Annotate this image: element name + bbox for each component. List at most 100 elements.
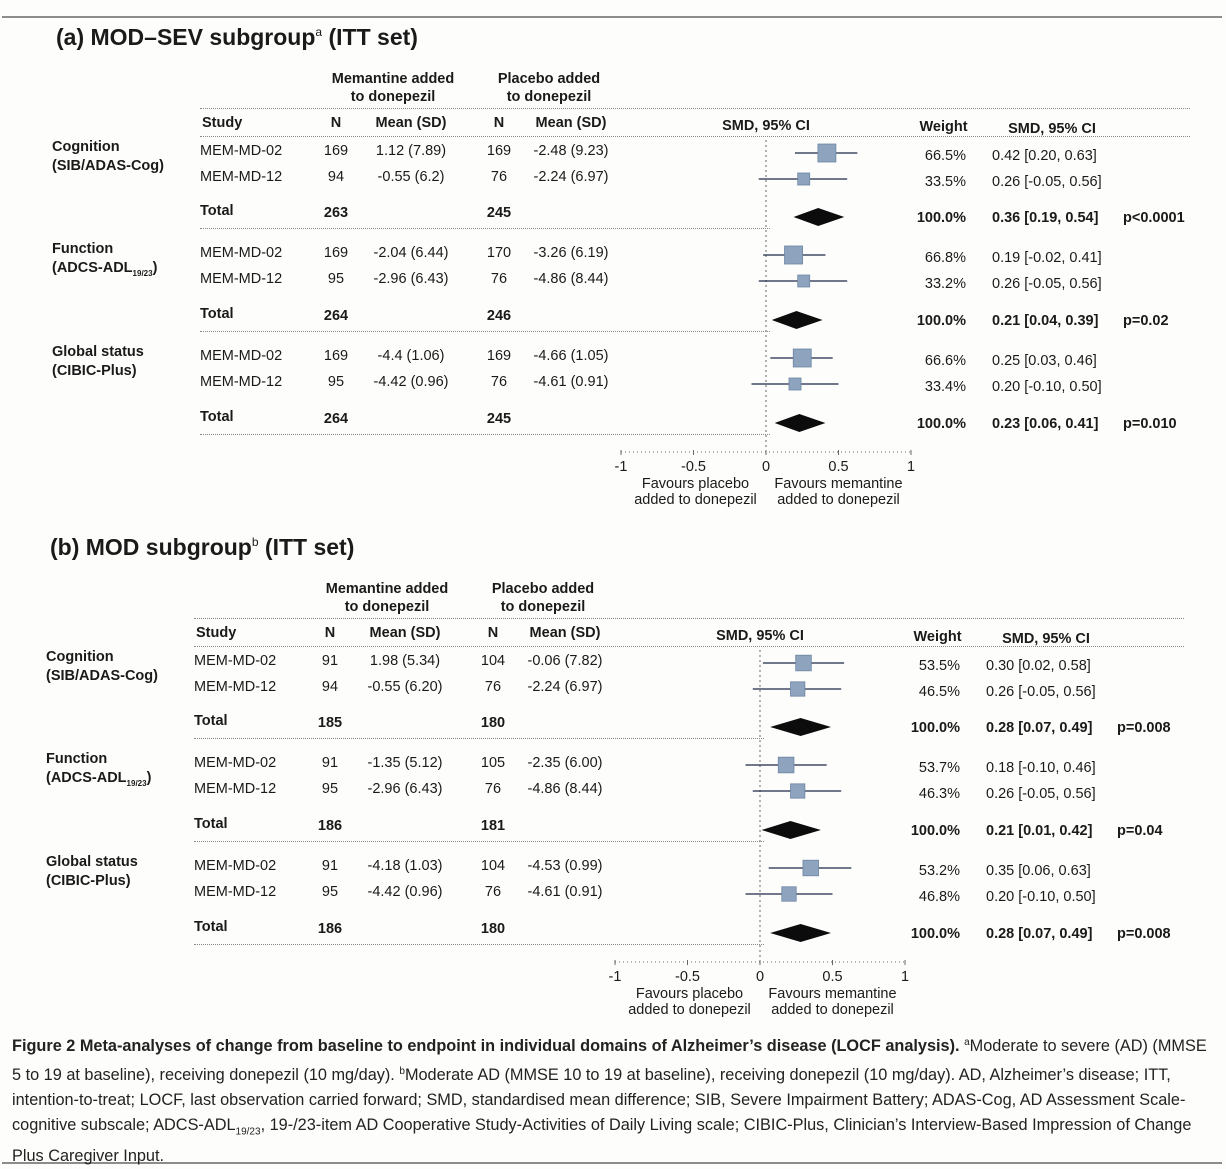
- panel-a: (a) MOD–SEV subgroupa (ITT set) Memantine…: [0, 0, 1226, 508]
- placebo-mean-sd: -4.61 (0.91): [527, 884, 603, 900]
- placebo-mean-sd: -2.35 (6.00): [527, 755, 603, 771]
- study-smd-ci: 0.25 [0.03, 0.46]: [992, 353, 1097, 369]
- placebo-n: 76: [484, 884, 502, 900]
- total-placebo-n: 180: [480, 921, 506, 937]
- memantine-n: 91: [321, 653, 339, 669]
- total-smd-ci: 0.28 [0.07, 0.49]: [986, 926, 1093, 942]
- favours-placebo-line2: added to donepezil: [634, 492, 757, 508]
- domain-label-line1: Global status: [46, 854, 138, 870]
- domain-label-line2: (CIBIC-Plus): [52, 362, 144, 381]
- memantine-mean-sd: -0.55 (6.2): [377, 169, 445, 185]
- study-weight: 46.5%: [918, 684, 960, 700]
- caption-footnote-b: Moderate AD (MMSE 10 to 19 at baseline),…: [12, 1066, 1186, 1134]
- study-smd-ci: 0.30 [0.02, 0.58]: [986, 658, 1091, 674]
- x-tick-label: 0: [761, 459, 771, 475]
- total-placebo-n: 245: [486, 411, 512, 427]
- col-mean2-header: Mean (SD): [535, 115, 607, 131]
- memantine-header-line1: Memantine added: [331, 71, 455, 87]
- total-rule: [194, 944, 764, 945]
- placebo-mean-sd: -2.24 (6.97): [533, 169, 609, 185]
- header-rule-bottom: [194, 646, 1184, 647]
- domain-label-scale: (SIB/ADAS-Cog): [52, 158, 164, 174]
- memantine-mean-sd: -1.35 (5.12): [367, 755, 443, 771]
- total-memantine-n: 264: [323, 308, 349, 324]
- placebo-mean-sd: -3.26 (6.19): [533, 245, 609, 261]
- col-plot-header: SMD, 95% CI: [722, 118, 810, 134]
- study-estimate-square: [790, 681, 806, 697]
- study-weight: 33.2%: [924, 276, 966, 292]
- panel-b: (b) MOD subgroupb (ITT set) Memantine add…: [0, 510, 1226, 1018]
- placebo-header-line1: Placebo added: [491, 581, 595, 597]
- domain-label: Function (ADCS-ADL19/23): [46, 750, 151, 793]
- total-label: Total: [194, 919, 228, 935]
- study-smd-ci: 0.20 [-0.10, 0.50]: [992, 379, 1102, 395]
- total-rule: [200, 434, 770, 435]
- total-smd-ci: 0.21 [0.01, 0.42]: [986, 823, 1093, 839]
- study-weight: 46.8%: [918, 889, 960, 905]
- x-tick-label: -1: [614, 459, 628, 475]
- x-tick-label: 0.5: [828, 459, 849, 475]
- x-tick-label: -1: [608, 969, 622, 985]
- domain-label-line1: Global status: [52, 344, 144, 360]
- total-label: Total: [194, 816, 228, 832]
- forest-plot: [614, 650, 906, 965]
- placebo-n: 104: [480, 858, 506, 874]
- domain-label-line2: (ADCS-ADL19/23): [46, 770, 152, 788]
- caption-footnote-b-cont: , 19-/23-item AD Cooperative Study-Activ…: [12, 1116, 1192, 1166]
- total-label: Total: [200, 409, 234, 425]
- x-tick-label: 0.5: [822, 969, 843, 985]
- panel-title-suffix: (ITT set): [258, 534, 355, 560]
- x-tick-label: -0.5: [681, 459, 706, 475]
- memantine-header-line2: to donepezil: [350, 89, 436, 105]
- study-estimate-square: [797, 172, 811, 186]
- col-mean2-header: Mean (SD): [529, 625, 601, 641]
- total-smd-ci: 0.21 [0.04, 0.39]: [992, 313, 1099, 329]
- total-smd-ci: 0.28 [0.07, 0.49]: [986, 720, 1093, 736]
- memantine-n: 95: [321, 781, 339, 797]
- domain-label-subscript: 19/23: [132, 268, 153, 278]
- col-n1-header: N: [324, 625, 336, 641]
- favours-placebo-label: Favours placebo added to donepezil: [620, 986, 760, 1018]
- study-weight: 33.5%: [924, 174, 966, 190]
- placebo-mean-sd: -4.61 (0.91): [533, 374, 609, 390]
- memantine-n: 95: [327, 271, 345, 287]
- total-p-value: p=0.04: [1117, 823, 1163, 839]
- total-smd-ci: 0.36 [0.19, 0.54]: [992, 210, 1099, 226]
- study-smd-ci: 0.26 [-0.05, 0.56]: [992, 276, 1102, 292]
- study-name: MEM-MD-12: [194, 781, 277, 797]
- header-rule-top: [200, 108, 1190, 109]
- placebo-mean-sd: -4.86 (8.44): [527, 781, 603, 797]
- study-estimate-square: [781, 886, 797, 902]
- favours-memantine-line2: added to donepezil: [777, 492, 900, 508]
- placebo-header-line2: to donepezil: [506, 89, 592, 105]
- x-tick-label: 1: [900, 969, 910, 985]
- figure-frame: [2, 16, 1222, 1164]
- placebo-n: 76: [484, 781, 502, 797]
- pooled-estimate-diamond: [793, 208, 845, 226]
- panel-title-text: (b) MOD subgroup: [50, 534, 252, 560]
- favours-placebo-line1: Favours placebo: [641, 476, 750, 492]
- study-name: MEM-MD-02: [200, 348, 283, 364]
- favours-memantine-label: Favours memantine added to donepezil: [769, 476, 909, 508]
- memantine-n: 169: [323, 245, 349, 261]
- favours-placebo-line2: added to donepezil: [628, 1002, 751, 1018]
- col-n1-header: N: [330, 115, 342, 131]
- pooled-estimate-diamond: [761, 821, 821, 839]
- study-name: MEM-MD-12: [194, 884, 277, 900]
- total-placebo-n: 246: [486, 308, 512, 324]
- pooled-estimate-diamond: [770, 718, 832, 736]
- study-estimate-square: [777, 756, 795, 774]
- header-rule-bottom: [200, 136, 1190, 137]
- study-estimate-square: [817, 143, 837, 163]
- memantine-mean-sd: -4.4 (1.06): [377, 348, 445, 364]
- domain-label: Global status (CIBIC-Plus): [46, 853, 138, 891]
- col-mean1-header: Mean (SD): [369, 625, 441, 641]
- caption-lead: Figure 2 Meta-analyses of change from ba…: [12, 1037, 960, 1055]
- placebo-n: 76: [490, 374, 508, 390]
- memantine-mean-sd: 1.12 (7.89): [375, 143, 447, 159]
- panel-title-suffix: (ITT set): [322, 24, 418, 50]
- study-smd-ci: 0.26 [-0.05, 0.56]: [986, 786, 1096, 802]
- placebo-n: 76: [490, 271, 508, 287]
- memantine-mean-sd: -4.18 (1.03): [367, 858, 443, 874]
- placebo-n: 169: [486, 348, 512, 364]
